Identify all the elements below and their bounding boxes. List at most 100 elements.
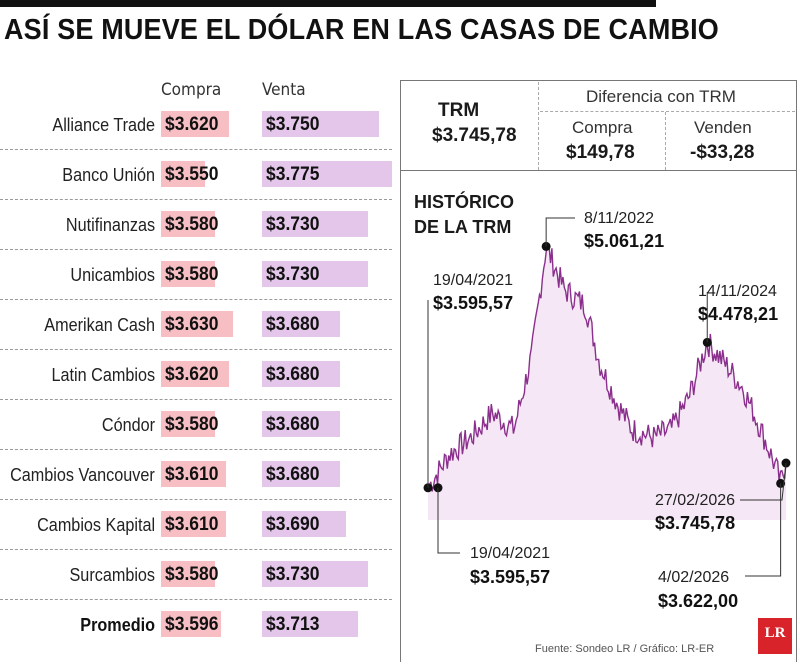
buy-value: $3.620 xyxy=(165,114,219,135)
buy-value: $3.580 xyxy=(165,414,219,435)
diff-divider xyxy=(665,112,666,170)
table-row: Cambios Kapital $3.610 $3.690 xyxy=(0,503,392,553)
trm-divider xyxy=(538,82,539,170)
sell-bar xyxy=(262,361,340,387)
buy-value: $3.580 xyxy=(165,264,219,285)
row-name: Promedio xyxy=(80,615,155,635)
leader-max xyxy=(545,217,575,247)
table-row: Banco Unión $3.550 $3.775 xyxy=(0,153,392,203)
sell-value: $3.775 xyxy=(266,164,320,185)
sell-value: $3.730 xyxy=(266,264,320,285)
sell-value: $3.690 xyxy=(266,514,320,535)
ann-start-b-date: 19/04/2021 xyxy=(470,545,550,562)
sell-value: $3.730 xyxy=(266,564,320,585)
buy-value: $3.630 xyxy=(165,314,219,335)
diff-sell-value: -$33,28 xyxy=(690,142,755,163)
lr-logo-text: LR xyxy=(764,625,786,641)
ann-current-value: $3.745,78 xyxy=(655,513,735,533)
buy-value: $3.580 xyxy=(165,214,219,235)
buy-bar xyxy=(161,361,229,387)
diff-sell-label: Venden xyxy=(694,118,752,137)
trm-series-line xyxy=(427,243,787,492)
buy-value: $3.620 xyxy=(165,364,219,385)
row-divider xyxy=(0,299,392,300)
sell-bar xyxy=(262,461,340,487)
sell-bar xyxy=(262,611,358,637)
ann-max-date: 8/11/2022 xyxy=(584,210,654,227)
history-title-line2: DE LA TRM xyxy=(414,217,512,237)
sell-value: $3.713 xyxy=(266,614,320,635)
table-row: Amerikan Cash $3.630 $3.680 xyxy=(0,303,392,353)
table-row: Cóndor $3.580 $3.680 xyxy=(0,403,392,453)
diff-label: Diferencia con TRM xyxy=(586,87,736,106)
table-row-average: Promedio $3.596 $3.713 xyxy=(0,603,392,653)
sell-bar xyxy=(262,411,340,437)
sell-bar xyxy=(262,161,392,187)
row-divider xyxy=(0,249,392,250)
history-title: HISTÓRICO DE LA TRM xyxy=(414,190,514,240)
sell-bar xyxy=(262,261,368,287)
buy-value: $3.550 xyxy=(165,164,219,185)
sell-bar xyxy=(262,561,368,587)
row-name: Cambios Vancouver xyxy=(10,465,155,485)
trm-area xyxy=(428,245,786,520)
source-note: Fuente: Sondeo LR / Gráfico: LR-ER xyxy=(535,643,715,655)
table-row: Latin Cambios $3.620 $3.680 xyxy=(0,353,392,403)
row-name: Latin Cambios xyxy=(51,365,155,385)
row-name: Amerikan Cash xyxy=(44,315,155,335)
buy-bar xyxy=(161,261,215,287)
sell-value: $3.680 xyxy=(266,414,320,435)
buy-bar xyxy=(161,161,205,187)
sell-bar xyxy=(262,111,379,137)
buy-bar xyxy=(161,461,226,487)
leader-current xyxy=(740,462,787,501)
sell-bar xyxy=(262,311,340,337)
row-divider xyxy=(0,499,392,500)
table-row: Nutifinanzas $3.580 $3.730 xyxy=(0,203,392,253)
buy-value: $3.610 xyxy=(165,514,219,535)
col-header-sell: Venta xyxy=(262,80,306,100)
buy-bar xyxy=(161,211,215,237)
buy-bar xyxy=(161,111,229,137)
sell-value: $3.730 xyxy=(266,214,320,235)
buy-value: $3.580 xyxy=(165,564,219,585)
ann-max-value: $5.061,21 xyxy=(584,231,664,251)
ann-2024-date: 14/11/2024 xyxy=(698,283,777,300)
buy-bar xyxy=(161,411,215,437)
leader-start-bottom xyxy=(437,487,460,554)
sell-bar xyxy=(262,211,368,237)
trm-panel-divider xyxy=(400,170,797,171)
diff-buy-value: $149,78 xyxy=(566,142,635,163)
row-divider xyxy=(0,199,392,200)
buy-bar xyxy=(161,561,215,587)
page-title: ASÍ SE MUEVE EL DÓLAR EN LAS CASAS DE CA… xyxy=(4,14,719,46)
row-name: Nutifinanzas xyxy=(65,215,155,235)
table-row: Surcambios $3.580 $3.730 xyxy=(0,553,392,603)
row-divider xyxy=(0,349,392,350)
ann-min-value: $3.622,00 xyxy=(658,591,738,611)
row-divider xyxy=(0,399,392,400)
ann-start-value: $3.595,57 xyxy=(433,293,513,313)
row-name: Alliance Trade xyxy=(52,115,155,135)
top-rule xyxy=(0,0,656,7)
row-divider xyxy=(0,599,392,600)
row-name: Surcambios xyxy=(69,565,155,585)
ann-start-date: 19/04/2021 xyxy=(433,272,513,289)
buy-bar xyxy=(161,511,226,537)
row-name: Banco Unión xyxy=(62,165,155,185)
history-title-line1: HISTÓRICO xyxy=(414,192,515,212)
sell-bar xyxy=(262,511,346,537)
table-row: Cambios Vancouver $3.610 $3.680 xyxy=(0,453,392,503)
row-divider xyxy=(0,549,392,550)
diff-header-rule xyxy=(540,111,795,112)
sell-value: $3.680 xyxy=(266,364,320,385)
row-name: Cóndor xyxy=(101,415,155,435)
sell-value: $3.680 xyxy=(266,314,320,335)
trm-panel xyxy=(400,80,797,662)
lr-logo: LR xyxy=(758,618,792,654)
table-row: Unicambios $3.580 $3.730 xyxy=(0,253,392,303)
diff-buy-label: Compra xyxy=(572,118,633,137)
table-row: Alliance Trade $3.620 $3.750 xyxy=(0,103,392,153)
sell-value: $3.750 xyxy=(266,114,320,135)
